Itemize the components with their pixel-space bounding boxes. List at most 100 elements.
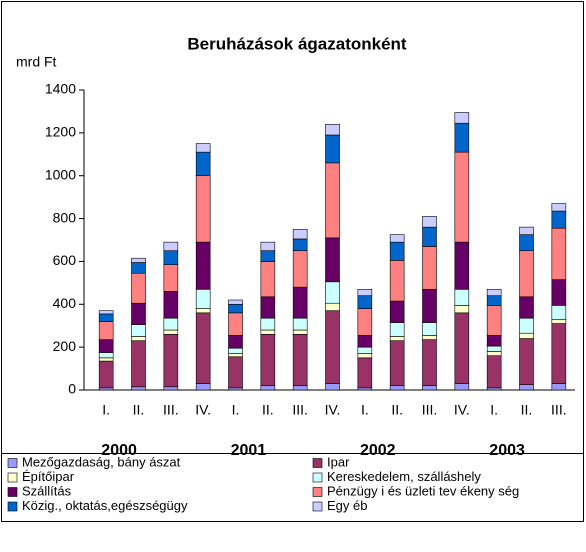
bar-segment bbox=[195, 288, 211, 309]
bar-segment bbox=[195, 143, 211, 153]
bar-segment bbox=[325, 237, 340, 283]
bar-segment bbox=[357, 357, 373, 389]
x-tick-label: IV. bbox=[454, 402, 470, 418]
bar-segment bbox=[486, 295, 502, 306]
legend-label: Szállítás bbox=[22, 483, 72, 498]
y-axis-label: mrd Ft bbox=[16, 54, 57, 70]
bar-segment bbox=[260, 250, 276, 262]
y-tick-label: 800 bbox=[53, 209, 77, 225]
bar-segment bbox=[131, 386, 146, 391]
bar-segment bbox=[519, 338, 534, 385]
legend-label: Egy éb bbox=[327, 498, 367, 513]
x-tick-label: IV. bbox=[325, 402, 341, 418]
bar-segment bbox=[98, 357, 114, 362]
bar-segment bbox=[486, 351, 502, 357]
bar-segment bbox=[454, 383, 470, 391]
bar-segment bbox=[131, 272, 146, 304]
group-label: 2000 bbox=[101, 442, 137, 459]
bar-segment bbox=[486, 288, 502, 297]
bar-segment bbox=[163, 264, 179, 292]
bar-segment bbox=[228, 335, 243, 349]
x-tick-label: III. bbox=[163, 402, 179, 418]
legend-label: Pénzügy i és üzleti tev ékeny ség bbox=[327, 483, 519, 498]
bar-segment bbox=[389, 300, 405, 323]
legend-label: Építőipar bbox=[22, 469, 75, 484]
bar-segment bbox=[389, 234, 405, 243]
bar-segment bbox=[422, 385, 437, 391]
chart-frame bbox=[1, 1, 584, 454]
x-tick-label: II. bbox=[133, 402, 145, 418]
bar-segment bbox=[195, 241, 211, 290]
bar-segment bbox=[551, 318, 567, 324]
bar-segment bbox=[163, 333, 179, 388]
x-tick-label: I. bbox=[232, 402, 240, 418]
bar-segment bbox=[422, 226, 437, 247]
bar-segment bbox=[325, 162, 340, 239]
bar-segment bbox=[98, 310, 114, 315]
bar-segment bbox=[292, 333, 308, 387]
bar-segment bbox=[325, 310, 340, 384]
bar-segment bbox=[292, 317, 308, 331]
bar-segment bbox=[551, 383, 567, 391]
x-tick-label: II. bbox=[521, 402, 533, 418]
bar-segment bbox=[228, 387, 243, 391]
bar-segment bbox=[486, 345, 502, 352]
bar-segment bbox=[389, 260, 405, 302]
bar-segment bbox=[292, 385, 308, 391]
x-tick-label: I. bbox=[490, 402, 498, 418]
bar-segment bbox=[98, 313, 114, 322]
bar-segment bbox=[325, 134, 340, 164]
x-tick-label: III. bbox=[551, 402, 567, 418]
bar-segment bbox=[357, 335, 373, 348]
y-tick-label: 1000 bbox=[45, 166, 76, 182]
bar-segment bbox=[131, 257, 146, 263]
bar-segment bbox=[260, 261, 276, 298]
bar-segment bbox=[260, 241, 276, 252]
bar-segment bbox=[454, 305, 470, 314]
chart-title: Beruházások ágazatonként bbox=[187, 34, 407, 53]
bar-segment bbox=[357, 346, 373, 354]
bar-segment bbox=[422, 246, 437, 290]
bar-segment bbox=[422, 288, 437, 323]
bar-segment bbox=[292, 329, 308, 335]
bar-segment bbox=[389, 241, 405, 261]
bar-segment bbox=[357, 288, 373, 297]
x-tick-label: IV. bbox=[195, 402, 211, 418]
bar-segment bbox=[422, 339, 437, 387]
group-label: 2002 bbox=[360, 442, 396, 459]
bar-segment bbox=[228, 303, 243, 314]
bar-segment bbox=[260, 317, 276, 331]
y-tick-label: 1200 bbox=[45, 124, 76, 140]
bar-segment bbox=[357, 387, 373, 391]
bar-segment bbox=[131, 302, 146, 325]
bar-segment bbox=[98, 321, 114, 340]
bar-segment bbox=[163, 317, 179, 331]
bar-segment bbox=[228, 312, 243, 336]
bar-segment bbox=[486, 305, 502, 336]
bar-segment bbox=[486, 355, 502, 389]
bar-segment bbox=[389, 340, 405, 387]
bar-segment bbox=[357, 353, 373, 359]
bar-segment bbox=[551, 279, 567, 306]
bar-segment bbox=[163, 241, 179, 252]
bar-segment bbox=[260, 385, 276, 391]
bar-segment bbox=[228, 353, 243, 358]
bar-segment bbox=[228, 347, 243, 354]
bar-segment bbox=[454, 151, 470, 243]
bar-segment bbox=[195, 151, 211, 177]
bar-segment bbox=[325, 281, 340, 304]
legend-label: Kereskedelem, szálláshely bbox=[327, 469, 481, 484]
bar-segment bbox=[551, 210, 567, 229]
bar-segment bbox=[325, 302, 340, 312]
bar-segment bbox=[422, 335, 437, 340]
bar-segment bbox=[131, 324, 146, 337]
bar-segment bbox=[551, 305, 567, 320]
bar-segment bbox=[551, 227, 567, 280]
bar-segment bbox=[486, 335, 502, 347]
bar-segment bbox=[195, 312, 211, 384]
bar-segment bbox=[260, 333, 276, 387]
x-tick-label: II. bbox=[262, 402, 274, 418]
bar-segment bbox=[292, 228, 308, 240]
bar-segment bbox=[454, 241, 470, 290]
